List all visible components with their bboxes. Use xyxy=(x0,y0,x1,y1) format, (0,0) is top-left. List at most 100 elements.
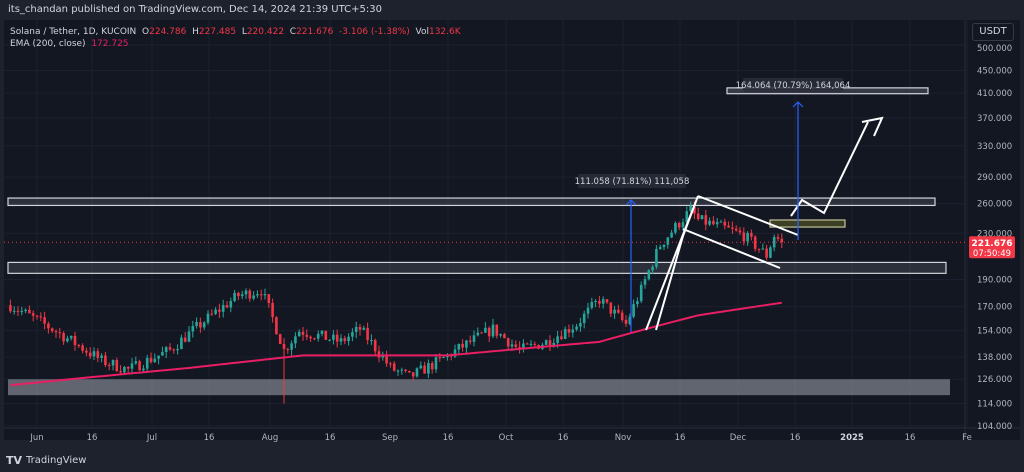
candle-body xyxy=(81,345,84,351)
price-tick: 170.000 xyxy=(977,303,1012,313)
candle-body xyxy=(712,220,715,225)
time-tick: 16 xyxy=(675,433,686,443)
candle-body xyxy=(727,225,730,228)
price-tick: 450.000 xyxy=(977,67,1012,77)
volume-label: Vol xyxy=(415,27,429,37)
candle-body xyxy=(674,222,677,233)
time-tick: 16 xyxy=(204,433,215,443)
candle-body xyxy=(522,343,525,349)
candle-body xyxy=(126,366,130,369)
time-tick: 16 xyxy=(558,433,569,443)
candle-body xyxy=(62,332,65,342)
bar-countdown: 07:50:49 xyxy=(973,249,1011,259)
candle-body xyxy=(628,316,632,324)
candle-body xyxy=(370,340,373,342)
candle-body xyxy=(96,351,100,358)
candle-body xyxy=(411,372,415,377)
candle-body xyxy=(567,329,571,333)
candle-body xyxy=(248,290,252,299)
candle-body xyxy=(423,365,426,374)
candle-body xyxy=(430,363,434,370)
candle-body xyxy=(278,334,282,344)
candle-body xyxy=(66,338,69,342)
price-tick: 230.000 xyxy=(977,229,1012,239)
candle-body xyxy=(301,331,305,335)
close-label: C xyxy=(289,27,297,37)
low-value: 220.422 xyxy=(246,27,285,37)
volume-value: 132.6K xyxy=(428,27,461,37)
candle-body xyxy=(734,228,738,231)
ema-legend: EMA (200, close) 172.725 xyxy=(10,38,461,50)
candle-body xyxy=(153,358,157,363)
candle-body xyxy=(510,344,514,347)
candle-body xyxy=(134,361,138,364)
candle-body xyxy=(237,292,240,297)
symbol-label[interactable]: Solana / Tether, 1D, KUCOIN xyxy=(10,27,137,37)
measure-label-2-bg xyxy=(743,78,843,92)
candle-body xyxy=(50,328,54,332)
candle-body xyxy=(503,334,506,339)
candle-body xyxy=(305,334,309,337)
candle-body xyxy=(461,343,464,348)
candle-body xyxy=(320,330,324,334)
candle-body xyxy=(757,248,761,250)
high-label: H xyxy=(192,27,199,37)
candle-body xyxy=(655,249,658,267)
flagpole-lines xyxy=(645,195,699,331)
candle-body xyxy=(404,369,407,371)
candle-body xyxy=(218,309,221,312)
candle-body xyxy=(187,331,191,342)
candle-body xyxy=(164,347,168,353)
candle-body xyxy=(199,322,202,328)
candle-body xyxy=(324,330,328,340)
candle-body xyxy=(533,343,537,345)
footer-brand: TV TradingView xyxy=(6,454,86,467)
candle-body xyxy=(267,294,271,304)
candle-body xyxy=(579,323,582,327)
candle-body xyxy=(263,294,267,296)
time-tick: Aug xyxy=(262,433,279,443)
candle-body xyxy=(271,303,274,318)
price-tick: 500.000 xyxy=(977,44,1012,54)
price-tick: 370.000 xyxy=(977,114,1012,124)
candle-body xyxy=(259,294,263,296)
candle-body xyxy=(286,348,290,350)
candle-body xyxy=(491,324,495,337)
candle-body xyxy=(438,357,442,359)
candle-body xyxy=(12,310,16,312)
candle-body xyxy=(761,248,765,250)
candle-body xyxy=(468,340,472,342)
candle-body xyxy=(256,294,259,296)
candle-body xyxy=(149,357,153,363)
change-value: -3.106 (-1.38%) xyxy=(339,27,410,37)
candle-body xyxy=(43,317,46,324)
time-tick: Jun xyxy=(29,433,43,443)
candle-body xyxy=(290,343,293,350)
time-tick: Fe xyxy=(962,433,972,443)
ohlc-legend: Solana / Tether, 1D, KUCOIN O224.786 H22… xyxy=(10,26,461,38)
candle-body xyxy=(651,266,654,271)
candle-body xyxy=(780,238,784,243)
candle-body xyxy=(415,368,419,377)
last-price-value: 221.676 xyxy=(972,239,1013,249)
candle-body xyxy=(24,309,27,311)
candle-body xyxy=(708,220,711,225)
candle-body xyxy=(453,349,457,357)
currency-button[interactable]: USDT xyxy=(972,23,1014,41)
candle-body xyxy=(115,360,119,372)
candle-body xyxy=(731,227,734,229)
candle-body xyxy=(476,332,480,336)
candle-body xyxy=(419,365,423,369)
candle-body xyxy=(556,336,559,343)
high-value: 227.485 xyxy=(198,27,237,37)
ema-label[interactable]: EMA (200, close) xyxy=(10,39,86,49)
price-tick: 138.000 xyxy=(977,353,1012,363)
candle-body xyxy=(221,305,225,312)
candle-body xyxy=(157,355,160,359)
candle-body xyxy=(240,294,244,297)
candle-body xyxy=(632,304,635,317)
candle-body xyxy=(594,300,597,302)
candle-body xyxy=(457,343,461,350)
candle-body xyxy=(339,338,343,342)
